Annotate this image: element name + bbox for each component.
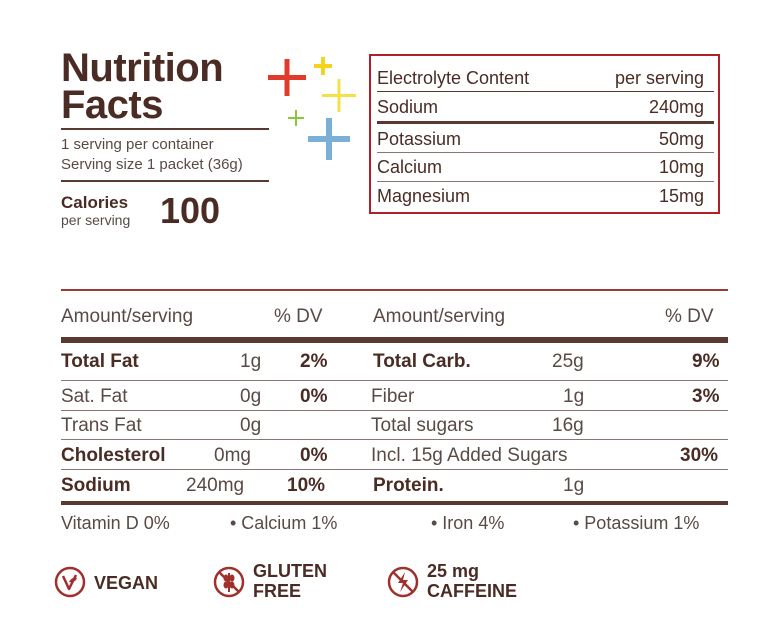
plus-signs-graphic (268, 57, 356, 160)
vegan-leaf-icon (54, 566, 86, 598)
electrolyte-value: 240mg (648, 97, 704, 117)
serving-size: Serving size 1 packet (36g) (61, 156, 243, 173)
vegan-label: VEGAN (94, 573, 159, 593)
nutrient-amount: 25g (552, 351, 584, 372)
nutrient-name: Incl. 15g Added Sugars (371, 445, 568, 466)
gluten-line-2: FREE (253, 581, 302, 601)
amount-header-right: Amount/serving (373, 306, 506, 327)
label-title: Nutrition Facts (61, 46, 224, 127)
caffeine-line-2: CAFFEINE (427, 581, 517, 601)
caffeine-bolt-icon (387, 566, 419, 598)
nutrient-dv: 3% (692, 386, 720, 407)
electrolyte-row: Sodium 240mg (377, 97, 714, 118)
caffeine-label: 25 mg CAFFEINE (427, 561, 517, 601)
vitamin-iron: • Iron 4% (431, 513, 505, 533)
table-top-rule (61, 289, 728, 291)
plus-yellow-small-icon (322, 79, 356, 112)
electrolyte-value: 50mg (658, 129, 704, 149)
plus-red-icon (268, 59, 306, 96)
dv-header-left: % DV (274, 306, 323, 327)
electrolyte-divider (377, 152, 714, 153)
gluten-free-label: GLUTEN FREE (253, 561, 327, 601)
electrolyte-row: Calcium 10mg (377, 157, 714, 178)
electrolyte-row: Magnesium 15mg (377, 186, 714, 207)
electrolyte-box: Electrolyte Content per serving Sodium 2… (369, 54, 720, 214)
nutrient-name: Total sugars (371, 415, 474, 436)
calories-value: 100 (160, 190, 221, 231)
electrolyte-name: Potassium (377, 129, 462, 149)
nutrient-amount: 0g (240, 415, 262, 436)
nutrient-name: Sat. Fat (61, 386, 128, 407)
table-bottom-rule (61, 501, 728, 505)
vitamin-d: Vitamin D 0% (61, 513, 170, 533)
electrolyte-per: per serving (614, 68, 704, 88)
nutrient-amount: 240mg (186, 475, 245, 496)
electrolyte-name: Calcium (377, 157, 443, 177)
electrolyte-divider (377, 181, 714, 182)
electrolyte-value: 10mg (658, 157, 704, 177)
row-divider (61, 410, 728, 411)
electrolyte-divider (377, 121, 714, 124)
nutrient-dv: 0% (300, 445, 328, 466)
electrolyte-name: Magnesium (377, 186, 471, 206)
nutrient-amount: 0mg (214, 445, 251, 466)
servings-per-container: 1 serving per container (61, 136, 214, 153)
electrolyte-title: Electrolyte Content (377, 68, 530, 88)
nutrient-dv: 9% (692, 351, 720, 372)
gluten-free-icon (213, 566, 245, 598)
nutrient-amount: 1g (240, 351, 262, 372)
electrolyte-row: Potassium 50mg (377, 129, 714, 150)
title-line-1: Nutrition (61, 46, 224, 90)
plus-yellow-icon (314, 57, 332, 75)
nutrient-dv: 2% (300, 351, 328, 372)
nutrient-dv: 0% (300, 386, 328, 407)
electrolyte-divider (377, 91, 714, 92)
plus-green-icon (288, 110, 304, 126)
nutrient-name: Cholesterol (61, 445, 166, 466)
nutrient-amount: 1g (563, 475, 585, 496)
electrolyte-name: Sodium (377, 97, 439, 117)
calories-sub: per serving (61, 212, 131, 228)
nutrient-name: Sodium (61, 475, 131, 496)
calories-label: Calories (61, 193, 129, 212)
nutrient-name: Total Fat (61, 351, 139, 372)
nutrient-name: Total Carb. (373, 351, 471, 372)
amount-header-left: Amount/serving (61, 306, 194, 327)
nutrient-amount: 0g (240, 386, 262, 407)
vitamin-potassium: • Potassium 1% (573, 513, 700, 533)
header-thick-rule (61, 337, 728, 343)
nutrient-name: Protein. (373, 475, 444, 496)
nutrient-name: Trans Fat (61, 415, 142, 436)
nutrient-dv: 10% (287, 475, 326, 496)
electrolyte-header: Electrolyte Content per serving (377, 68, 714, 89)
electrolyte-value: 15mg (658, 186, 704, 206)
row-divider (61, 380, 728, 381)
nutrient-name: Fiber (371, 386, 415, 407)
row-divider (61, 439, 728, 440)
title-rule (61, 128, 269, 130)
nutrient-dv: 30% (680, 445, 719, 466)
title-line-2: Facts (61, 83, 164, 127)
nutrient-amount: 1g (563, 386, 585, 407)
caffeine-line-1: 25 mg (427, 561, 480, 581)
serving-rule (61, 180, 269, 182)
vitamin-calcium: • Calcium 1% (230, 513, 338, 533)
gluten-line-1: GLUTEN (253, 561, 327, 581)
plus-blue-icon (308, 118, 350, 160)
nutrient-amount: 16g (552, 415, 584, 436)
dv-header-right: % DV (665, 306, 714, 327)
row-divider (61, 469, 728, 470)
